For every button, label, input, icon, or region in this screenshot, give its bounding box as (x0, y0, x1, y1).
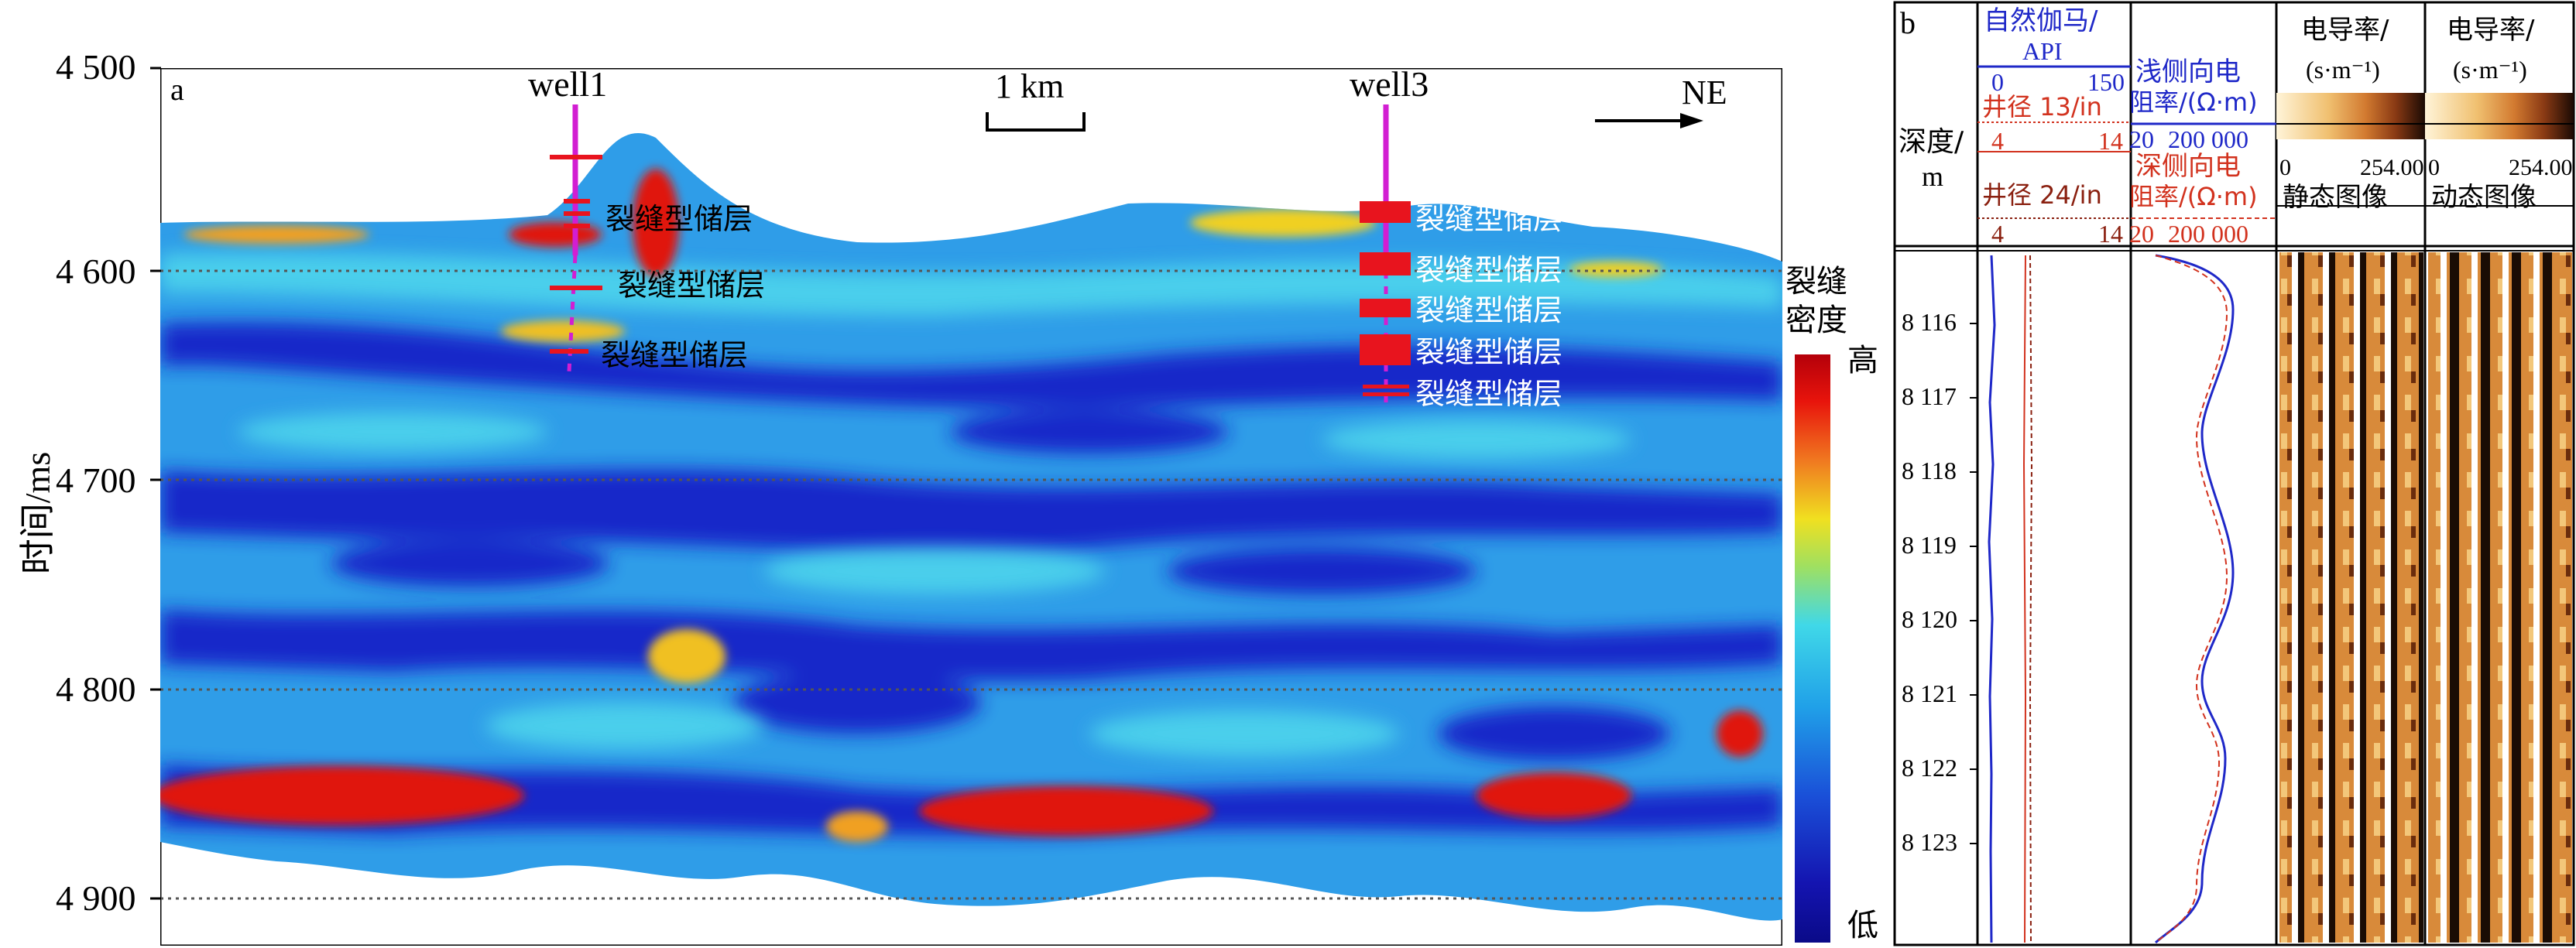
gr-max: 150 (2087, 68, 2125, 96)
depth-tick-8123: 8 123 (1902, 828, 1957, 856)
cal13-min: 4 (1991, 127, 2004, 155)
static-image-log (2279, 252, 2423, 943)
reservoir-label-w1-3: 裂缝型储层 (601, 338, 749, 372)
log-panel (1893, 1, 2575, 946)
lld-max: 200 000 (2168, 220, 2248, 248)
dynamic-image-log (2428, 252, 2572, 943)
y-tick-4600: 4 600 (56, 252, 136, 291)
reservoir-label-w3-2: 裂缝型储层 (1415, 253, 1563, 287)
y-tick-4800: 4 800 (56, 669, 136, 709)
caliper-24-curve (2029, 255, 2033, 943)
gr-curve (1988, 255, 1996, 943)
lls-title-2: 阻率/(Ω·m) (2129, 87, 2258, 117)
reservoir-label-w1-2: 裂缝型储层 (618, 269, 766, 303)
colorbar-title-2: 密度 (1785, 303, 1847, 338)
static-cond-title-1: 电导率/ (2301, 15, 2389, 46)
gr-title-1: 自然伽马/ (1984, 5, 2098, 36)
depth-tick-8122: 8 122 (1902, 754, 1957, 782)
depth-tick-8116: 8 116 (1902, 308, 1957, 336)
lls-max: 200 000 (2168, 125, 2248, 153)
gr-min: 0 (1991, 68, 2004, 96)
reservoir-label-w3-1: 裂缝型储层 (1415, 202, 1563, 236)
cal13-max: 14 (2098, 127, 2123, 155)
dynamic-image-label: 动态图像 (2431, 182, 2537, 213)
depth-header-2: m (1922, 161, 1944, 192)
reservoir-label-w1-1: 裂缝型储层 (605, 202, 753, 236)
scale-bar (986, 112, 1086, 132)
dynamic-cond-max: 254.00 (2509, 155, 2573, 180)
static-cond-min: 0 (2279, 155, 2291, 180)
lls-min: 20 (2129, 125, 2154, 153)
panel-a-label: a (170, 72, 184, 107)
reservoir-label-w3-3: 裂缝型储层 (1415, 293, 1563, 327)
static-cond-title-2: (s·m⁻¹) (2306, 56, 2380, 84)
colorbar (1795, 354, 1830, 943)
static-cond-max: 254.00 (2360, 155, 2424, 180)
gr-title-2: API (2022, 37, 2063, 65)
depth-tick-8120: 8 120 (1902, 605, 1957, 633)
north-east-arrow (1595, 113, 1703, 128)
cal24-max: 14 (2098, 220, 2123, 248)
depth-header-1: 深度/ (1899, 126, 1964, 158)
depth-tick-8119: 8 119 (1902, 531, 1957, 559)
cal24-min: 4 (1991, 220, 2004, 248)
shallow-resistivity-curve (2154, 254, 2235, 944)
lls-title-1: 浅侧向电 (2135, 56, 2241, 87)
colorbar-low: 低 (1847, 908, 1878, 943)
well3-label: well3 (1350, 64, 1429, 104)
colorbar-title-1: 裂缝 (1785, 264, 1847, 299)
scale-bar-label: 1 km (995, 67, 1065, 105)
well1-label: well1 (528, 64, 608, 104)
direction-label: NE (1682, 74, 1727, 111)
dynamic-cond-title-2: (s·m⁻¹) (2453, 56, 2527, 84)
cal24-title: 井径 24/in (1982, 180, 2102, 210)
reservoir-label-w3-5: 裂缝型储层 (1415, 377, 1563, 411)
depth-tick-8117: 8 117 (1902, 382, 1957, 410)
dynamic-cond-title-1: 电导率/ (2447, 15, 2535, 46)
deep-resistivity-curve (2155, 255, 2228, 943)
well3-markers (1360, 201, 1411, 396)
y-tick-4500: 4 500 (56, 47, 136, 87)
y-tick-4900: 4 900 (56, 878, 136, 918)
panel-b-label: b (1900, 5, 1916, 40)
lld-title-2: 阻率/(Ω·m) (2129, 182, 2258, 211)
lld-min: 20 (2129, 220, 2154, 248)
y-tick-marks (150, 67, 161, 900)
depth-tick-8121: 8 121 (1902, 679, 1957, 707)
fracture-density-section (160, 68, 1782, 946)
reservoir-label-w3-4: 裂缝型储层 (1415, 335, 1563, 369)
depth-tick-8118: 8 118 (1902, 457, 1957, 484)
dynamic-cond-min: 0 (2428, 155, 2440, 180)
cal13-title: 井径 13/in (1982, 92, 2102, 121)
well1-markers (550, 155, 602, 354)
y-tick-4700: 4 700 (56, 460, 136, 500)
caliper-13-curve (2022, 255, 2027, 943)
lld-title-1: 深侧向电 (2135, 151, 2241, 182)
colorbar-high: 高 (1847, 343, 1878, 378)
static-image-label: 静态图像 (2283, 182, 2388, 213)
